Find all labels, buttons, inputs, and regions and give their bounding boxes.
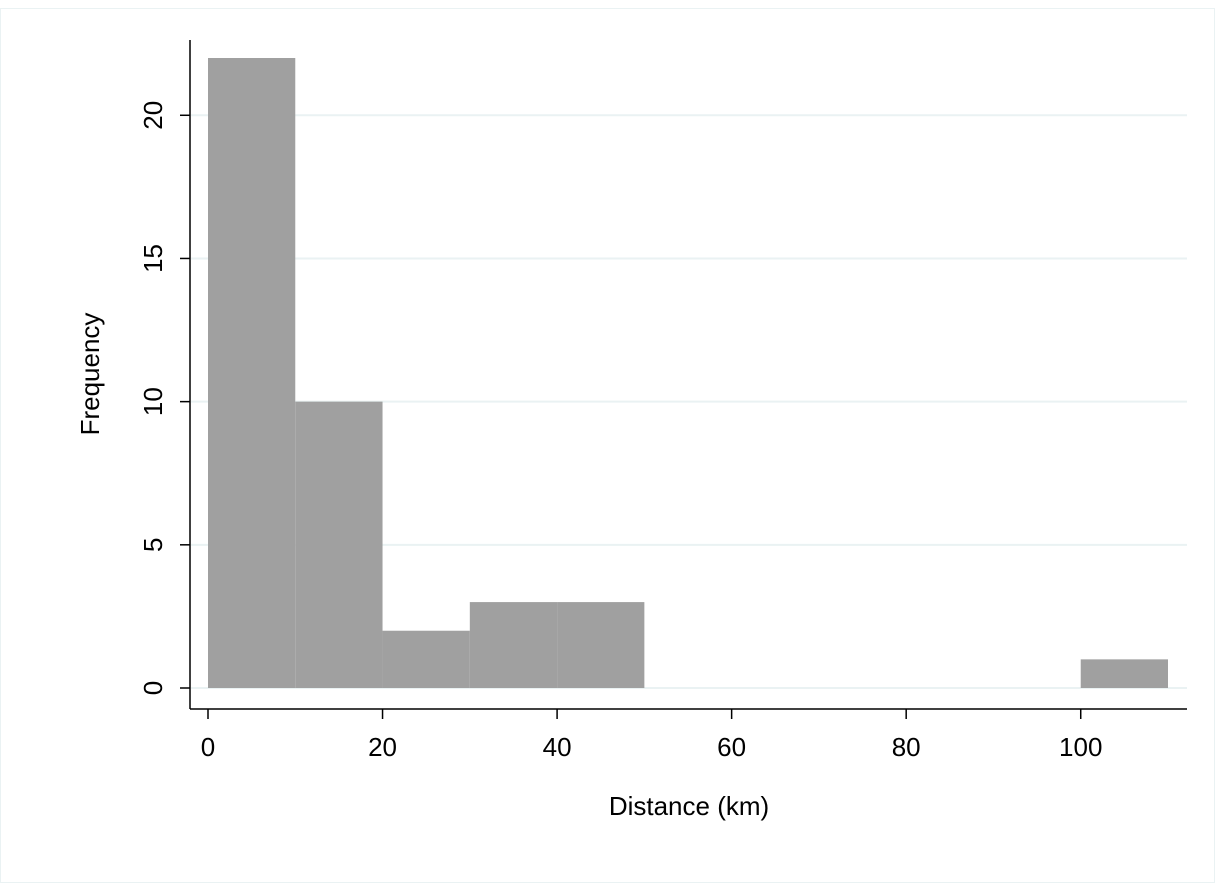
y-axis-label: Frequency: [75, 313, 105, 436]
histogram-bar: [208, 58, 296, 688]
x-tick-label: 20: [368, 732, 397, 762]
histogram-bars: [208, 58, 1168, 688]
y-tick-label: 5: [138, 538, 168, 552]
histogram-bar: [557, 602, 645, 688]
histogram-bar: [1080, 659, 1168, 688]
outer-frame: [0, 8, 1215, 883]
x-tick-label: 0: [201, 732, 215, 762]
histogram-bar: [382, 630, 470, 688]
histogram-bar: [295, 401, 383, 688]
tick-labels: 0 20 40 60 80 100 0 5 10 15 20: [138, 101, 1102, 762]
y-tick-label: 20: [138, 101, 168, 130]
x-tick-label: 100: [1059, 732, 1102, 762]
histogram-bar: [469, 602, 558, 688]
x-tick-label: 60: [717, 732, 746, 762]
x-tick-label: 80: [892, 732, 921, 762]
x-tick-label: 40: [543, 732, 572, 762]
y-tick-label: 0: [138, 681, 168, 695]
axes: [180, 40, 1187, 719]
y-tick-label: 15: [138, 244, 168, 273]
y-tick-label: 10: [138, 387, 168, 416]
x-axis-label: Distance (km): [609, 791, 769, 821]
